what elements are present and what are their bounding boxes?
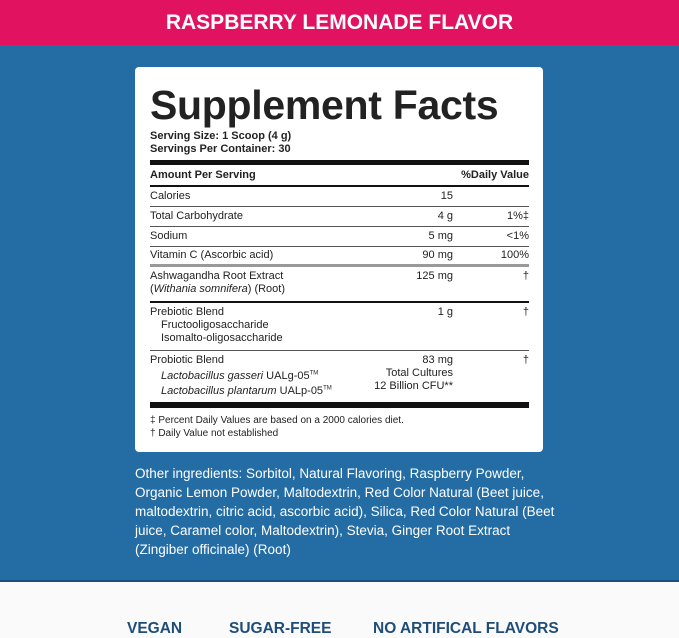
flavor-banner: RASPBERRY LEMONADE FLAVOR: [0, 0, 679, 45]
servings-per-container: Servings Per Container: 30: [150, 143, 291, 155]
daily-value-header: %Daily Value: [461, 168, 529, 181]
table-row: Sodium 5 mg <1%: [150, 227, 529, 247]
footnote: ‡ Percent Daily Values are based on a 20…: [150, 415, 404, 427]
trademark: TM: [323, 385, 332, 392]
part: ) (Root): [247, 283, 286, 295]
claim-sugar-free: SUGAR-FREE: [229, 620, 332, 637]
supplement-facts-panel: Supplement Facts Serving Size: 1 Scoop (…: [135, 67, 543, 452]
footnote: † Daily Value not established: [150, 428, 279, 440]
nutrient-dv: 100%: [500, 249, 529, 261]
latin-name: Lactobacillus gasseri: [161, 369, 264, 382]
ingredient: Fructooligosaccharide: [161, 319, 269, 331]
paren: (: [150, 283, 154, 295]
serving-size: Serving Size: 1 Scoop (4 g): [150, 130, 292, 142]
divider: [150, 402, 529, 409]
nutrient-dv: <1%: [506, 230, 529, 242]
claim-no-artificial-flavors: NO ARTIFICAL FLAVORS: [373, 620, 559, 637]
nutrient-name: Sodium: [150, 230, 188, 242]
nutrient-dv: †: [522, 354, 529, 366]
nutrient-amount: 90 mg: [422, 249, 453, 261]
amount-per-serving-header: Amount Per Serving: [150, 168, 256, 181]
nutrient-amount: 5 mg: [428, 230, 453, 242]
nutrient-name: Total Carbohydrate: [150, 210, 243, 222]
nutrient-name: Calories: [150, 190, 191, 202]
divider: [150, 160, 529, 165]
strain: UALp-05: [276, 385, 324, 398]
nutrient-name: Ashwagandha Root Extract: [150, 270, 284, 282]
latin-name: Withania somnifera: [153, 283, 248, 295]
nutrient-dv: †: [522, 306, 529, 318]
other-ingredients: Other ingredients: Sorbitol, Natural Fla…: [135, 466, 555, 557]
table-row: Vitamin C (Ascorbic acid) 90 mg 100%: [150, 247, 529, 267]
table-row-ashwagandha: Ashwagandha Root Extract (Withania somnif…: [150, 267, 529, 303]
nutrient-amount: 1 g: [437, 306, 453, 318]
ingredient: Isomalto-oligosaccharide: [161, 332, 283, 344]
nutrient-amount: 15: [440, 190, 453, 202]
nutrient-amount: 125 mg: [416, 270, 453, 282]
facts-title: Supplement Facts: [150, 82, 499, 128]
strain: UALg-05: [263, 369, 310, 382]
nutrient-dv: †: [522, 270, 529, 282]
table-row: Total Carbohydrate 4 g 1%‡: [150, 207, 529, 227]
table-row-probiotic: Probiotic Blend Lactobacillus gasseri UA…: [150, 351, 529, 402]
trademark: TM: [309, 370, 319, 376]
culture-label: Total Cultures: [385, 367, 453, 379]
table-row: Calories 15: [150, 187, 529, 207]
latin-name: Lactobacillus plantarum: [161, 385, 277, 398]
nutrient-dv: 1%‡: [506, 210, 529, 222]
claim-vegan: VEGAN: [127, 620, 183, 637]
nutrient-amount: 83 mg: [422, 354, 453, 366]
table-header: Amount Per Serving %Daily Value: [150, 165, 529, 187]
table-row-prebiotic: Prebiotic Blend Fructooligosaccharide Isom…: [150, 303, 529, 351]
nutrient-name: Vitamin C (Ascorbic acid): [150, 249, 274, 261]
nutrient-amount: 4 g: [437, 210, 453, 222]
culture-count: 12 Billion CFU**: [374, 380, 453, 392]
nutrient-name: Probiotic Blend: [150, 354, 224, 366]
nutrient-name: Prebiotic Blend: [150, 306, 224, 318]
